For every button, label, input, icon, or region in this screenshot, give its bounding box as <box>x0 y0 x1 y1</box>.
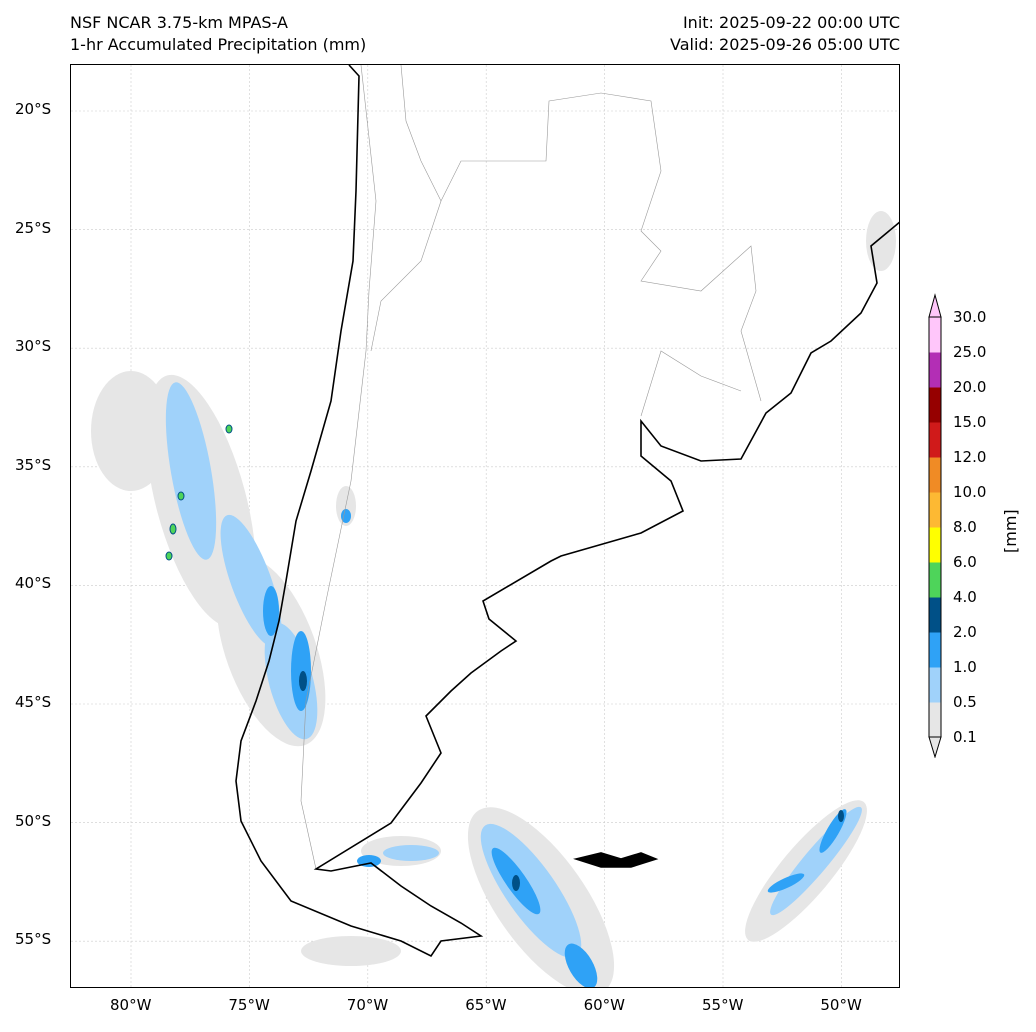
colorbar-segment <box>929 597 941 633</box>
colorbar-level-label: 15.0 <box>953 413 987 431</box>
lon-tick-label: 70°W <box>346 996 389 1014</box>
colorbar-level-label: 1.0 <box>953 658 977 676</box>
lon-tick-label: 80°W <box>110 996 152 1014</box>
lon-tick-label: 60°W <box>583 996 626 1014</box>
colorbar-segment <box>929 667 941 703</box>
lon-tick-label: 65°W <box>465 996 507 1014</box>
colorbar-level-label: 10.0 <box>953 483 987 501</box>
lat-tick-label: 25°S <box>15 218 52 237</box>
colorbar-segment <box>929 492 941 528</box>
colorbar-segment <box>929 387 941 423</box>
colorbar-segment <box>929 422 941 458</box>
colorbar-level-label: 20.0 <box>953 378 987 396</box>
colorbar-level-label: 30.0 <box>953 308 987 326</box>
lat-tick-label: 20°S <box>15 100 52 118</box>
colorbar-level-label: 6.0 <box>953 553 977 571</box>
colorbar-level-label: 2.0 <box>953 623 977 641</box>
colorbar-level-label: 12.0 <box>953 448 987 466</box>
colorbar-extend-arrow <box>928 293 942 318</box>
colorbar-unit-label: [mm] <box>1001 509 1020 553</box>
colorbar-segment <box>929 457 941 493</box>
colorbar-level-label: 0.1 <box>953 728 977 746</box>
colorbar-segment <box>929 352 941 388</box>
init-time: Init: 2025-09-22 00:00 UTC <box>682 13 900 32</box>
colorbar-level-label: 4.0 <box>953 588 977 606</box>
colorbar-segment <box>929 702 941 738</box>
lon-tick-label: 55°W <box>702 996 744 1014</box>
model-title: NSF NCAR 3.75-km MPAS-A <box>70 13 288 32</box>
lat-tick-label: 55°S <box>15 930 52 949</box>
lat-tick-label: 50°S <box>15 811 52 830</box>
colorbar-segment <box>929 562 941 598</box>
map-canvas <box>71 65 899 987</box>
colorbar <box>928 293 942 758</box>
coastlines <box>235 65 899 958</box>
lat-tick-label: 40°S <box>15 574 52 593</box>
lat-tick-label: 45°S <box>15 693 52 711</box>
field-title: 1-hr Accumulated Precipitation (mm) <box>70 35 367 54</box>
colorbar-extend-arrow <box>928 736 942 758</box>
colorbar-segment <box>929 527 941 563</box>
map-panel <box>70 64 900 988</box>
country-borders <box>300 65 762 870</box>
lon-tick-label: 75°W <box>228 996 270 1014</box>
colorbar-segment <box>929 317 941 353</box>
colorbar-level-label: 8.0 <box>953 518 977 536</box>
colorbar-level-label: 0.5 <box>953 693 977 711</box>
lat-tick-label: 35°S <box>15 455 52 474</box>
lon-tick-label: 50°W <box>820 996 862 1014</box>
colorbar-segment <box>929 632 941 668</box>
precipitation-field <box>91 211 896 987</box>
lat-tick-label: 30°S <box>15 337 52 356</box>
valid-time: Valid: 2025-09-26 05:00 UTC <box>669 35 900 54</box>
colorbar-level-label: 25.0 <box>953 343 987 361</box>
gridlines <box>71 65 899 987</box>
